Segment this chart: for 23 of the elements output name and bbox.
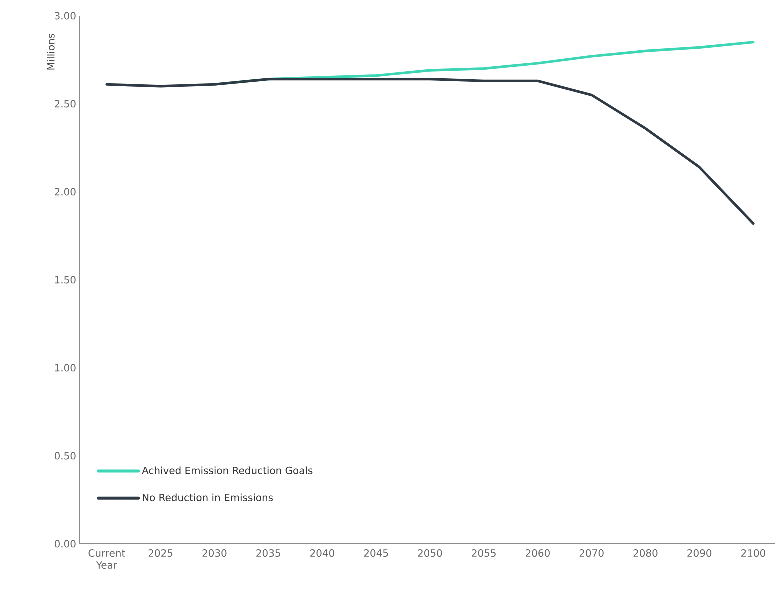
legend-label: Achived Emission Reduction Goals [142, 466, 313, 474]
y-tick-label: 0.00 [54, 540, 76, 548]
x-tick-label: Current Year [88, 550, 126, 570]
y-axis-title: Millions [47, 34, 55, 70]
x-tick-label: 2035 [256, 550, 280, 558]
y-tick-label: 3.00 [55, 12, 76, 20]
x-tick-label: 2060 [526, 550, 550, 558]
x-tick-label: 2070 [580, 550, 604, 558]
y-tick-label: 2.50 [55, 100, 76, 108]
y-tick-label: 1.00 [55, 364, 76, 372]
x-tick-label: 2090 [688, 550, 712, 558]
x-tick-label: 2050 [418, 550, 442, 558]
y-tick-label: 1.50 [55, 276, 76, 284]
x-tick-label: 2030 [202, 550, 227, 558]
y-tick-label: 0.50 [54, 452, 76, 460]
x-tick-label: 2100 [742, 550, 766, 558]
x-tick-label: 2025 [148, 550, 173, 558]
x-tick-label: 2080 [634, 550, 658, 558]
legend-label: No Reduction in Emissions [143, 494, 274, 502]
x-tick-label: 2045 [364, 550, 388, 558]
y-tick-label: 2.00 [55, 188, 76, 196]
x-tick-label: 2055 [472, 550, 496, 558]
x-tick-label: 2040 [310, 550, 334, 558]
